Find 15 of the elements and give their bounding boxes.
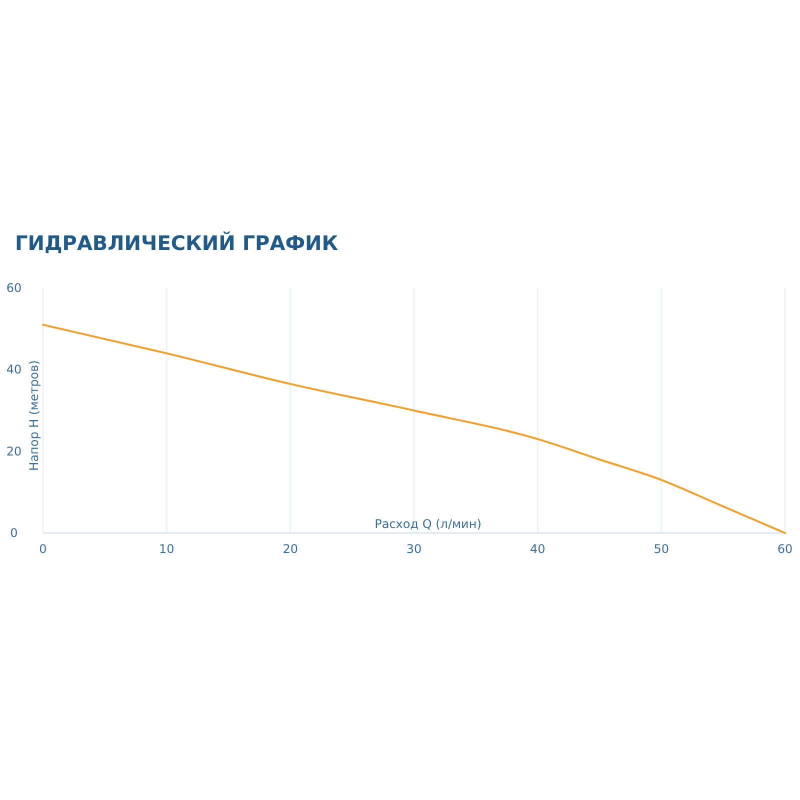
y-tick-label: 40 [6,362,22,377]
x-tick-label: 40 [530,542,546,556]
x-tick-label: 30 [406,542,422,556]
y-tick-label: 20 [6,444,22,458]
y-axis-title: Напор H (метров) [27,360,41,471]
x-tick-label: 0 [39,542,47,556]
x-tick-label: 20 [282,542,298,556]
x-tick-label: 10 [159,542,174,556]
x-axis-title: Расход Q (л/мин) [374,517,482,531]
x-tick-label: 60 [777,542,793,556]
x-tick-label: 50 [654,542,669,556]
y-tick-label: 60 [6,281,22,295]
line-series [42,324,786,534]
chart-title: ГИДРАВЛИЧЕСКИЙ ГРАФИК [15,231,339,255]
y-tick-label: 0 [10,526,18,540]
